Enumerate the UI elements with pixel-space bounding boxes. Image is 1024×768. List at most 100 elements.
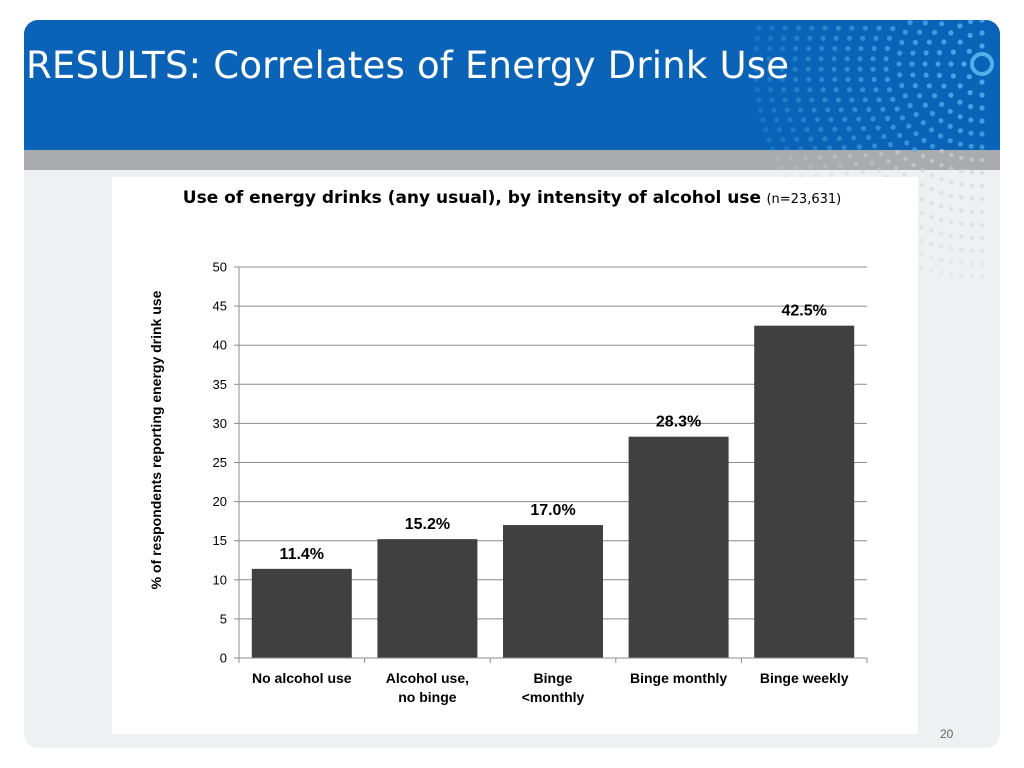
decorative-dot — [929, 158, 935, 164]
decorative-dot — [979, 235, 985, 241]
decorative-dot — [754, 35, 761, 41]
decorative-dot — [923, 50, 929, 56]
decorative-dot — [968, 20, 974, 25]
decorative-dot — [910, 50, 916, 56]
data-label: 42.5% — [782, 303, 827, 320]
decorative-dot — [969, 248, 974, 253]
decorative-dot — [939, 148, 944, 154]
decorative-dot — [795, 25, 802, 31]
decorative-dot — [776, 127, 782, 133]
decorative-dot — [806, 45, 812, 52]
decorative-dot — [794, 35, 800, 41]
decorative-dot — [827, 145, 833, 151]
y-tick-label: 10 — [213, 572, 227, 587]
decorative-dot — [809, 97, 815, 103]
page-number: 20 — [940, 727, 954, 741]
decorative-dot — [780, 76, 786, 82]
decorative-dot — [823, 164, 828, 169]
decorative-dot — [959, 168, 964, 174]
bar — [377, 539, 478, 658]
decorative-dot — [906, 123, 912, 129]
decorative-dot — [893, 166, 899, 171]
decorative-dot — [774, 156, 779, 161]
decorative-dot — [909, 61, 915, 67]
decorative-dot — [919, 252, 924, 257]
decorative-dot — [788, 156, 794, 161]
decorative-dot — [832, 76, 838, 83]
decorative-dot — [894, 106, 900, 112]
decorative-dot — [753, 76, 760, 82]
decorative-dot — [766, 137, 772, 143]
decorative-dot — [949, 259, 954, 264]
decorative-dot — [907, 20, 913, 26]
decorative-dot — [920, 168, 925, 173]
decorative-dot — [979, 196, 985, 202]
decorative-dot — [857, 56, 863, 62]
decorative-dot — [780, 46, 786, 52]
decorative-dot — [835, 97, 841, 103]
data-label: 15.2% — [405, 516, 450, 533]
decorative-dot — [979, 92, 985, 98]
decorative-dot — [820, 35, 826, 41]
decorative-dot — [979, 105, 985, 111]
decorative-dot — [871, 45, 877, 52]
decorative-dot — [886, 159, 891, 164]
decorative-dot — [938, 230, 944, 236]
y-tick-label: 20 — [213, 494, 227, 509]
decorative-dot — [781, 87, 787, 93]
slide-title: RESULTS: Correlates of Energy Drink Use — [26, 44, 790, 87]
x-tick-label: Binge <monthly — [522, 670, 585, 705]
bar — [754, 325, 855, 658]
decorative-dot — [842, 116, 848, 122]
decorative-dot — [950, 73, 956, 79]
y-tick-label: 15 — [213, 533, 227, 548]
decorative-dot — [928, 255, 934, 260]
decorative-dot — [910, 72, 916, 78]
decorative-dot — [819, 76, 825, 83]
decorative-dot — [979, 131, 985, 137]
decorative-dot — [870, 66, 876, 72]
decorative-dot — [912, 39, 918, 45]
data-label: 17.0% — [530, 502, 575, 519]
decorative-dot — [753, 46, 760, 52]
decorative-dot — [860, 35, 866, 41]
decorative-dot — [897, 132, 903, 138]
decorative-dot — [919, 238, 924, 244]
decorative-dot — [959, 182, 964, 187]
decorative-dot — [795, 97, 802, 103]
decorative-dot — [948, 30, 954, 36]
decorative-dot — [870, 56, 876, 62]
decorative-dot — [928, 268, 934, 273]
decorative-dot — [856, 144, 862, 150]
decorative-dot — [844, 66, 850, 72]
decorative-dot — [846, 35, 853, 41]
decorative-dot — [929, 187, 934, 192]
decorative-dot — [913, 111, 919, 118]
decorative-dot — [959, 247, 964, 253]
decorative-dot — [871, 76, 877, 83]
decorative-dot — [833, 35, 839, 41]
decorative-dot — [979, 79, 985, 85]
decorative-dot — [807, 87, 813, 93]
decorative-dot — [941, 39, 947, 45]
target-ring-icon — [970, 52, 994, 76]
decorative-dot — [838, 163, 843, 168]
decorative-dot — [876, 97, 882, 103]
decorative-dot — [852, 107, 858, 113]
decorative-dot — [831, 56, 837, 62]
y-tick-label: 0 — [220, 651, 227, 666]
decorative-dot — [957, 39, 963, 45]
decorative-dot — [922, 20, 928, 26]
decorative-dot — [968, 130, 974, 136]
decorative-dot — [787, 117, 793, 123]
decorative-dot — [809, 25, 815, 31]
chart-title-text: Use of energy drinks (any usual), by int… — [182, 188, 762, 208]
decorative-dot — [849, 97, 855, 103]
decorative-dot — [876, 25, 882, 31]
x-tick-label: Binge weekly — [760, 670, 849, 686]
decorative-dot — [947, 108, 953, 114]
decorative-dot — [753, 56, 759, 62]
decorative-dot — [959, 273, 964, 279]
decorative-dot — [959, 234, 964, 239]
decorative-dot — [866, 106, 872, 113]
